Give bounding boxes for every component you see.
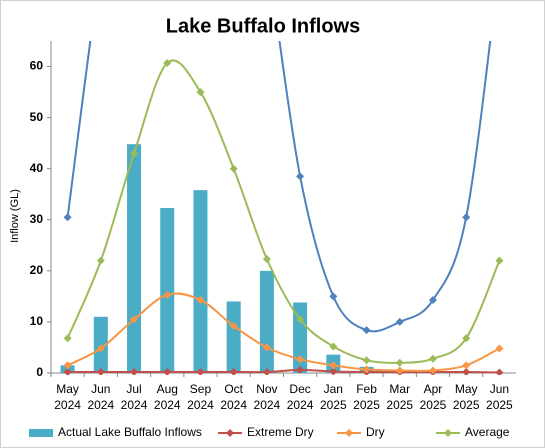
point [229, 164, 238, 173]
y-tick-label: 20 [30, 263, 44, 277]
point [96, 367, 105, 375]
point [130, 149, 139, 158]
point [362, 365, 371, 374]
y-tick-label: 0 [36, 365, 43, 379]
x-tick-label: Dec 2024 [286, 382, 314, 412]
x-tick-label: Nov 2024 [253, 382, 281, 412]
x-tick-label: Feb 2025 [353, 382, 380, 412]
point [428, 295, 437, 304]
bar [226, 301, 241, 373]
point [495, 344, 504, 353]
bar [293, 302, 308, 373]
point [296, 365, 305, 374]
point [329, 367, 338, 375]
point [296, 172, 305, 181]
x-tick-label: May 2025 [452, 382, 480, 412]
point [63, 367, 72, 375]
x-tick-label: Jan 2025 [319, 382, 347, 412]
x-tick-label: Aug 2024 [153, 382, 181, 412]
legend-label: Average [465, 425, 510, 439]
point [495, 256, 504, 265]
point [428, 354, 437, 363]
point [362, 356, 371, 365]
bar [127, 144, 142, 373]
point [63, 334, 72, 343]
legend-label: Extreme Dry [247, 425, 314, 439]
point [130, 315, 139, 324]
y-axis-label: Inflow (GL) [9, 189, 21, 243]
chart-title: Lake Buffalo Inflows [166, 15, 360, 37]
point [462, 334, 471, 343]
point [262, 367, 271, 375]
point [329, 361, 338, 370]
x-tick-label: Apr 2025 [419, 382, 447, 412]
point [130, 367, 139, 375]
legend-swatch [29, 429, 53, 437]
point [63, 361, 72, 370]
y-tick-label: 60 [30, 59, 44, 73]
x-tick-label: May 2024 [54, 382, 81, 412]
legend-marker [226, 429, 234, 437]
point [296, 355, 305, 364]
y-tick-label: 10 [30, 314, 44, 328]
x-tick-label: Jun 2024 [87, 382, 115, 412]
x-tick-label: Jun 2025 [486, 382, 513, 412]
x-tick-label: Sep 2024 [187, 382, 214, 412]
point [395, 317, 404, 326]
legend-label: Actual Lake Buffalo Inflows [58, 425, 202, 439]
x-tick-label: Jul 2024 [120, 382, 148, 412]
point [196, 295, 205, 304]
bar [160, 208, 175, 373]
y-tick-label: 40 [30, 161, 44, 175]
point [163, 58, 172, 67]
legend-marker [444, 429, 452, 437]
point [229, 322, 238, 331]
point [495, 368, 504, 375]
point [462, 367, 471, 375]
point [329, 292, 338, 301]
point [462, 213, 471, 222]
point [96, 256, 105, 265]
point [296, 315, 305, 324]
point [163, 290, 172, 299]
point [63, 213, 72, 222]
point [196, 88, 205, 97]
point [329, 342, 338, 351]
point [462, 361, 471, 370]
plot-area [60, 41, 504, 375]
legend-marker [345, 429, 353, 437]
point [395, 366, 404, 375]
point [229, 367, 238, 375]
y-tick-label: 50 [30, 110, 44, 124]
point [96, 344, 105, 353]
bar [259, 270, 274, 373]
x-tick-label: Mar 2025 [386, 382, 414, 412]
y-tick-label: 30 [30, 212, 44, 226]
point [262, 255, 271, 264]
point [428, 366, 437, 375]
point [196, 367, 205, 375]
point [262, 343, 271, 352]
legend-label: Dry [366, 425, 385, 439]
x-tick-label: Oct 2024 [220, 382, 248, 412]
point [395, 358, 404, 367]
bar [193, 190, 208, 373]
point [362, 326, 371, 335]
point [163, 367, 172, 375]
